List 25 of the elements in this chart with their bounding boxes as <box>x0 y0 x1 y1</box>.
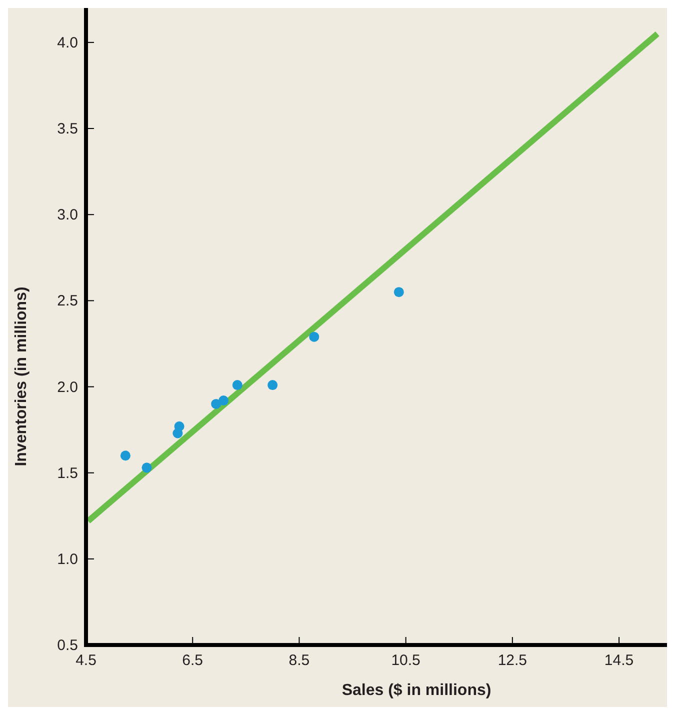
point <box>309 332 320 342</box>
point <box>268 380 278 390</box>
point <box>120 450 130 461</box>
y-tick-label: 1.0 <box>57 550 78 568</box>
y-tick-label: 1.5 <box>57 464 78 482</box>
y-tick-label: 2.5 <box>57 292 78 310</box>
x-tick-label: 12.5 <box>498 652 528 669</box>
x-tick-label: 4.5 <box>76 652 96 669</box>
y-tick-label: 3.5 <box>57 120 78 138</box>
point <box>218 396 229 406</box>
x-tick-label: 10.5 <box>391 652 420 669</box>
x-tick-label: 8.5 <box>288 652 310 669</box>
y-tick-label: 2.0 <box>57 378 78 396</box>
point <box>394 287 404 298</box>
y-tick-label: 4.0 <box>57 34 78 52</box>
y-axis-title: Inventories (in millions) <box>13 286 30 466</box>
x-axis-title: Sales ($ in millions) <box>342 682 492 699</box>
y-tick-label: 3.0 <box>57 206 78 224</box>
y-tick-label: 0.5 <box>57 637 78 654</box>
x-tick-label: 6.5 <box>182 652 204 669</box>
point <box>142 462 152 473</box>
x-tick-label: 14.5 <box>604 652 634 669</box>
point <box>174 421 184 432</box>
point <box>232 380 242 390</box>
point <box>211 398 222 409</box>
